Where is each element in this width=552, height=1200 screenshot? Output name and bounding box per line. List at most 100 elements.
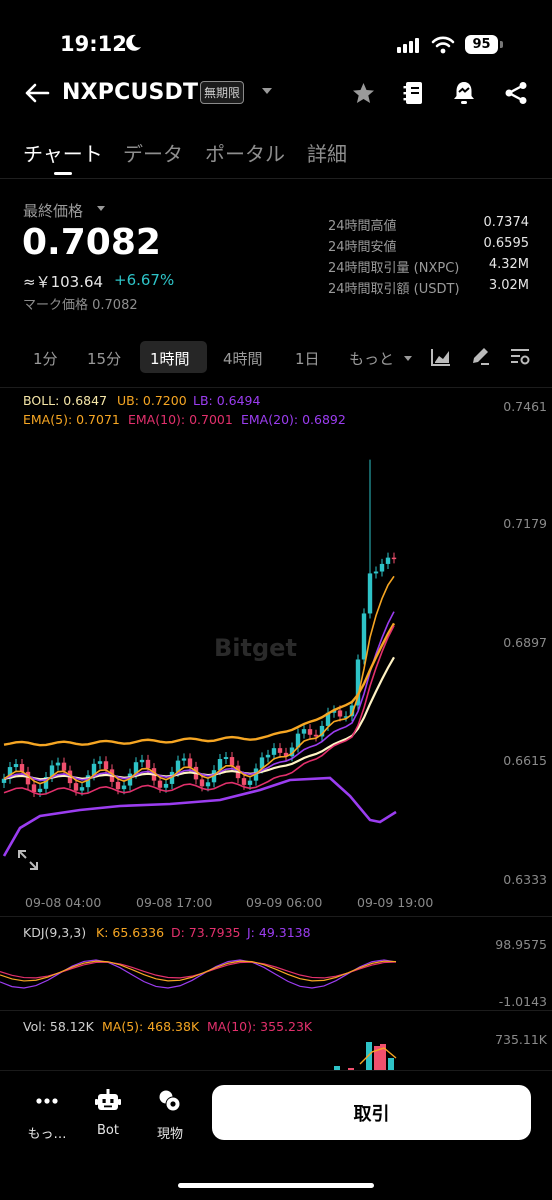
candle-body (271, 748, 277, 755)
moon-icon (126, 34, 141, 51)
legend-vol-ma10: MA(10): 355.23K (207, 1019, 313, 1034)
time-tick: 09-09 06:00 (246, 895, 323, 910)
price-candlestick-chart[interactable] (0, 388, 470, 888)
kdj-chart[interactable] (0, 940, 470, 1008)
candle-body (121, 785, 127, 790)
fiat-price: ≈￥103.64 (23, 273, 104, 291)
candle-body (379, 563, 385, 572)
legend-vol: Vol: 58.12K (23, 1019, 94, 1034)
legend-j: J: 49.3138 (247, 925, 311, 940)
ema20-line (3, 656, 395, 781)
price-alert-bell-icon[interactable] (452, 80, 476, 106)
chevron-down-icon[interactable] (404, 356, 412, 361)
price-tick: 0.6333 (503, 872, 547, 887)
candle-body (319, 725, 325, 737)
volume-bar (366, 1042, 372, 1071)
candle-body (25, 771, 31, 785)
drawing-tool-icon[interactable] (470, 346, 490, 366)
interval-15m[interactable]: 15分 (87, 350, 122, 368)
candle-body (139, 759, 145, 763)
candle-body (199, 779, 205, 787)
chart-settings-icon[interactable] (510, 347, 530, 366)
stat-turnover-label: 24時間取引額 (USDT) (328, 282, 460, 297)
candle-body (73, 783, 79, 791)
indicator-chart-icon[interactable] (431, 348, 451, 366)
expand-fullscreen-icon[interactable] (16, 848, 40, 872)
candle-body (97, 761, 103, 764)
time-tick: 09-09 19:00 (357, 895, 434, 910)
status-time: 19:12 (60, 32, 127, 56)
coins-icon (159, 1090, 181, 1112)
price-tick: 0.6897 (503, 635, 547, 650)
legend-ub: UB: 0.7200 (117, 393, 187, 408)
divider (0, 1070, 552, 1071)
tab-data[interactable]: データ (123, 142, 183, 166)
candle-body (43, 777, 49, 789)
interval-4h[interactable]: 4時間 (223, 350, 263, 368)
last-price-label[interactable]: 最終価格 (23, 202, 84, 220)
interval-1h[interactable]: 1時間 (150, 350, 190, 368)
candle-body (241, 778, 247, 785)
contract-type-badge[interactable]: 無期限 (200, 81, 245, 104)
candle-body (391, 557, 397, 560)
trade-button[interactable]: 取引 (212, 1085, 531, 1140)
legend-lb: LB: 0.6494 (193, 393, 261, 408)
candle-body (31, 784, 37, 793)
candle-body (157, 780, 163, 788)
candle-body (205, 782, 211, 787)
order-book-icon[interactable] (403, 80, 425, 106)
volume-chart[interactable] (0, 1038, 470, 1071)
wifi-icon (431, 36, 455, 54)
volume-bar (348, 1068, 354, 1071)
candle-body (163, 783, 169, 788)
candle-body (313, 734, 319, 737)
legend-ema10: EMA(10): 0.7001 (128, 412, 233, 427)
boll-lower-line (2, 776, 397, 857)
candle-body (277, 748, 283, 753)
boll-mid-line (3, 625, 395, 796)
legend-vol-ma5: MA(5): 468.38K (102, 1019, 200, 1034)
volume-ma5-line (359, 1047, 397, 1065)
candle-body (229, 757, 235, 766)
interval-1d[interactable]: 1日 (295, 350, 320, 368)
nav-spot[interactable]: 現物 (140, 1088, 200, 1142)
interval-more[interactable]: もっと (349, 350, 395, 368)
back-arrow-icon[interactable] (24, 82, 50, 104)
nav-more[interactable]: もっ… (17, 1088, 77, 1142)
legend-kdj: KDJ(9,3,3) (23, 925, 87, 940)
home-indicator[interactable] (178, 1183, 374, 1188)
divider (0, 387, 552, 388)
candle-body (349, 705, 355, 717)
nav-bot-label: Bot (97, 1123, 119, 1138)
interval-1m[interactable]: 1分 (33, 350, 58, 368)
stat-high-label: 24時間高値 (328, 219, 397, 234)
battery-tip (500, 41, 503, 48)
candle-body (331, 710, 337, 713)
candle-body (49, 765, 55, 778)
tab-details[interactable]: 詳細 (307, 142, 347, 166)
chevron-down-icon[interactable] (262, 88, 272, 94)
tab-portal[interactable]: ポータル (205, 142, 285, 166)
legend-d: D: 73.7935 (171, 925, 241, 940)
candle-body (79, 787, 85, 791)
candle-body (325, 712, 331, 726)
candle-body (61, 762, 67, 771)
kdj-tick: -1.0143 (498, 994, 547, 1009)
candle-body (301, 729, 307, 734)
chevron-down-icon[interactable] (97, 206, 105, 211)
nav-bot[interactable]: Bot (78, 1088, 138, 1138)
kdj-k-line (0, 960, 397, 982)
tab-chart[interactable]: チャート (23, 142, 103, 166)
candle-body (103, 761, 109, 770)
legend-ema20: EMA(20): 0.6892 (241, 412, 346, 427)
share-icon[interactable] (504, 81, 528, 105)
candle-body (37, 788, 43, 793)
candle-body (145, 759, 151, 769)
nav-spot-label: 現物 (156, 1127, 183, 1142)
candle-body (19, 764, 25, 772)
star-icon[interactable] (351, 81, 376, 105)
active-tab-indicator (54, 172, 72, 175)
symbol-title[interactable]: NXPCUSDT (62, 80, 199, 105)
candle-body (127, 773, 133, 786)
stat-volume-value: 4.32M (488, 257, 529, 272)
